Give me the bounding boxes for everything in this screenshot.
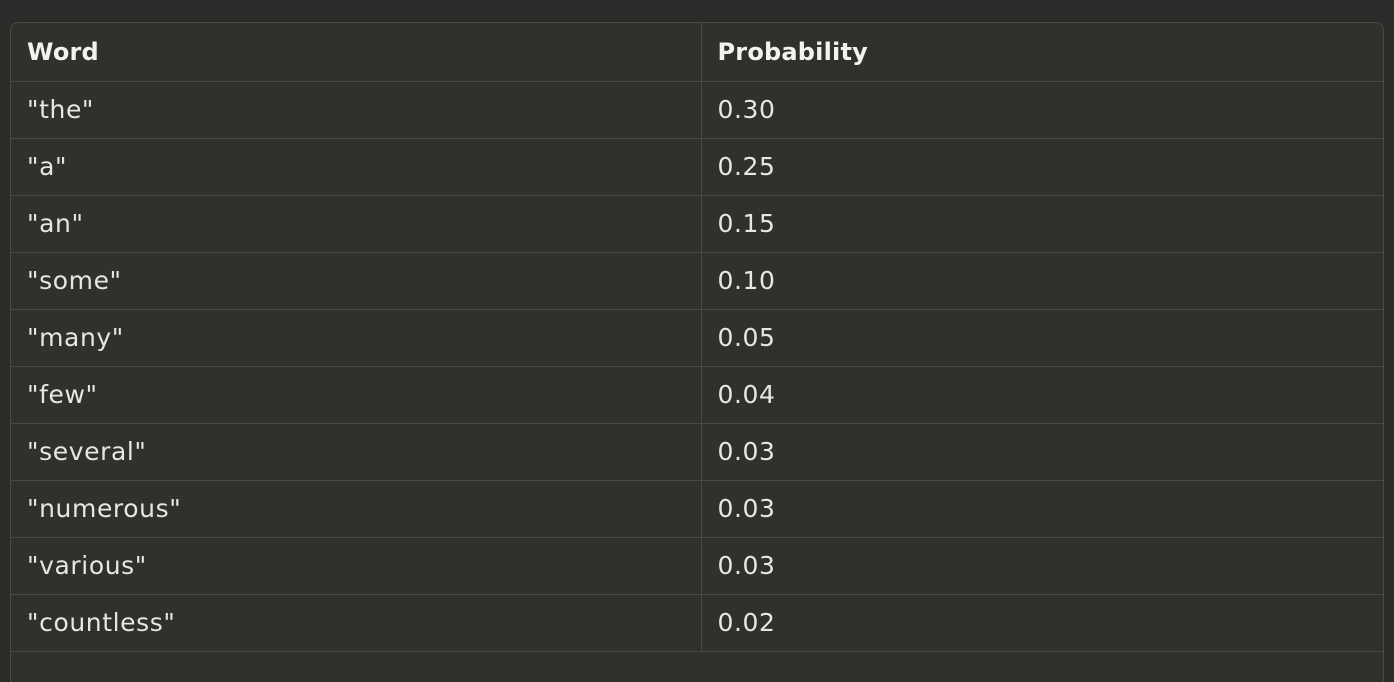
probability-cell: 0.04 [701, 366, 1383, 424]
table-row: "numerous" 0.03 [11, 480, 1383, 538]
word-cell: "numerous" [11, 480, 702, 538]
probability-cell: 0.15 [701, 195, 1383, 253]
word-cell: "countless" [11, 594, 702, 652]
word-cell: "several" [11, 423, 702, 481]
word-cell: "a" [11, 138, 702, 196]
word-cell: "few" [11, 366, 702, 424]
probability-cell: 0.05 [701, 309, 1383, 367]
word-cell: "various" [11, 537, 702, 595]
table-row: "many" 0.05 [11, 309, 1383, 367]
table-row: "some" 0.10 [11, 252, 1383, 310]
word-probability-table-container: Word Probability "the" 0.30 "a" 0.25 "an… [10, 22, 1384, 682]
table-row: "few" 0.04 [11, 366, 1383, 424]
word-probability-table: Word Probability "the" 0.30 "a" 0.25 "an… [11, 23, 1383, 652]
table-row: "a" 0.25 [11, 138, 1383, 196]
table-row: "an" 0.15 [11, 195, 1383, 253]
table-row: "countless" 0.02 [11, 594, 1383, 652]
table-header-row: Word Probability [11, 23, 1383, 82]
probability-cell: 0.03 [701, 480, 1383, 538]
column-header-probability: Probability [701, 23, 1383, 82]
probability-cell: 0.30 [701, 81, 1383, 139]
word-cell: "the" [11, 81, 702, 139]
word-cell: "some" [11, 252, 702, 310]
column-header-word: Word [11, 23, 702, 82]
table-row: "several" 0.03 [11, 423, 1383, 481]
probability-cell: 0.25 [701, 138, 1383, 196]
table-row: "various" 0.03 [11, 537, 1383, 595]
probability-cell: 0.02 [701, 594, 1383, 652]
word-cell: "many" [11, 309, 702, 367]
table-row: "the" 0.30 [11, 81, 1383, 139]
probability-cell: 0.10 [701, 252, 1383, 310]
probability-cell: 0.03 [701, 423, 1383, 481]
word-cell: "an" [11, 195, 702, 253]
probability-cell: 0.03 [701, 537, 1383, 595]
